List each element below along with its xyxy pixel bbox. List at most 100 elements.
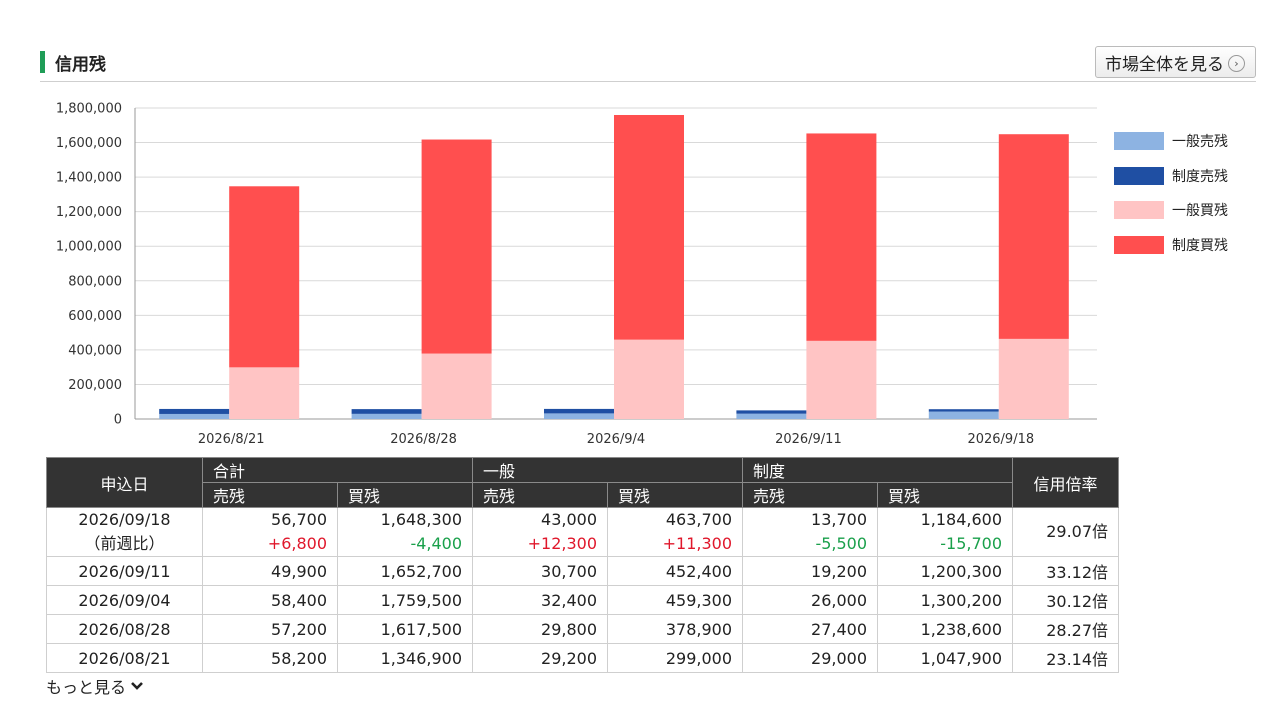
bar-制度売残 — [736, 410, 807, 414]
table-row: 2026/08/21 58,200 1,346,900 29,200 299,0… — [46, 643, 1120, 673]
header-system-sell: 売残 — [742, 482, 879, 508]
table-row: 2026/08/28 57,200 1,617,500 29,800 378,9… — [46, 614, 1120, 644]
cell-system-buy: 1,184,600 -15,700 — [877, 507, 1014, 557]
legend-swatch — [1114, 132, 1164, 151]
cell-ratio: 30.12倍 — [1012, 585, 1120, 615]
legend-swatch — [1114, 201, 1164, 220]
change: +11,300 — [662, 534, 733, 553]
bar-一般売残 — [736, 413, 807, 419]
cell-system-sell: 27,400 — [742, 614, 879, 644]
bar-制度売残 — [928, 409, 999, 412]
row-date: 2026/08/28 — [46, 614, 203, 644]
cell-system-sell: 29,000 — [742, 643, 879, 673]
cell-general-sell: 30,700 — [472, 556, 609, 586]
cell-system-buy: 1,300,200 — [877, 585, 1014, 615]
section-title: 信用残 — [55, 55, 106, 75]
legend-item: 一般買残 — [1114, 193, 1228, 228]
cell-general-buy: 299,000 — [607, 643, 744, 673]
section-header: 信用残 市場全体を見る › — [40, 46, 1256, 82]
row-date: 2026/08/21 — [46, 643, 203, 673]
y-tick-label: 0 — [114, 413, 122, 428]
table-header-row-2: 売残 買残 売残 買残 売残 買残 — [47, 482, 1119, 508]
bar-一般売残 — [544, 413, 614, 419]
header-total-buy: 買残 — [336, 482, 474, 508]
cell-total-sell: 56,700 +6,800 — [202, 507, 338, 557]
x-tick-label: 2026/8/21 — [198, 432, 265, 447]
cell-total-buy: 1,652,700 — [336, 556, 474, 586]
legend-label: 制度売残 — [1172, 168, 1228, 185]
chart-legend: 一般売残制度売残一般買残制度買残 — [1114, 124, 1228, 262]
y-tick-label: 400,000 — [68, 343, 122, 358]
legend-label: 一般売残 — [1172, 134, 1228, 151]
table-row-latest: 2026/09/18 （前週比） 56,700 +6,800 1,648,300… — [46, 507, 1120, 557]
change: -15,700 — [940, 534, 1003, 553]
change: -4,400 — [410, 534, 463, 553]
legend-swatch — [1114, 235, 1164, 254]
change: -5,500 — [815, 534, 868, 553]
header-general: 一般 — [472, 457, 744, 483]
cell-system-sell: 13,700 -5,500 — [742, 507, 879, 557]
header-total-sell: 売残 — [202, 482, 338, 508]
legend-swatch — [1114, 166, 1164, 185]
legend-item: 制度買残 — [1114, 228, 1228, 263]
cell-total-sell: 57,200 — [202, 614, 338, 644]
change: +6,800 — [267, 534, 327, 553]
bar-制度売残 — [544, 408, 614, 414]
value: 56,700 — [271, 510, 327, 529]
y-tick-label: 1,800,000 — [56, 102, 122, 117]
cell-general-sell: 43,000 +12,300 — [472, 507, 609, 557]
x-tick-label: 2026/9/11 — [775, 432, 842, 447]
cell-general-buy: 452,400 — [607, 556, 744, 586]
row-date-sub: （前週比） — [84, 534, 165, 553]
value: 1,648,300 — [380, 510, 463, 529]
cell-general-sell: 32,400 — [472, 585, 609, 615]
x-tick-label: 2026/9/4 — [587, 432, 645, 447]
legend-label: 制度買残 — [1172, 237, 1228, 254]
legend-item: 一般売残 — [1114, 124, 1228, 159]
cell-general-buy: 459,300 — [607, 585, 744, 615]
cell-system-sell: 19,200 — [742, 556, 879, 586]
cell-total-buy: 1,346,900 — [336, 643, 474, 673]
show-more-link[interactable]: もっと見る — [46, 674, 144, 698]
title-accent-bar — [40, 51, 45, 73]
row-date: 2026/09/11 — [46, 556, 203, 586]
bar-一般売残 — [159, 413, 230, 419]
value: 13,700 — [811, 510, 868, 529]
cell-system-sell: 26,000 — [742, 585, 879, 615]
legend-item: 制度売残 — [1114, 159, 1228, 194]
bar-一般買残 — [421, 353, 492, 419]
cell-ratio: 29.07倍 — [1012, 507, 1120, 557]
header-ratio: 信用倍率 — [1012, 457, 1120, 508]
cell-general-sell: 29,200 — [472, 643, 609, 673]
cell-total-sell: 58,200 — [202, 643, 338, 673]
bar-一般売残 — [351, 413, 422, 419]
cell-ratio: 33.12倍 — [1012, 556, 1120, 586]
margin-balance-table: 申込日 合計 一般 制度 信用倍率 売残 買残 売残 買残 売残 買残 2026… — [46, 457, 1120, 673]
table-row: 2026/09/04 58,400 1,759,500 32,400 459,3… — [46, 585, 1120, 615]
cell-general-buy: 378,900 — [607, 614, 744, 644]
cell-ratio: 28.27倍 — [1012, 614, 1120, 644]
header-system-buy: 買残 — [877, 482, 1014, 508]
row-date-cell: 2026/09/18 （前週比） — [46, 507, 203, 557]
cell-ratio: 23.14倍 — [1012, 643, 1120, 673]
market-overview-button-label: 市場全体を見る — [1105, 54, 1224, 75]
header-date: 申込日 — [46, 457, 203, 508]
cell-total-sell: 49,900 — [202, 556, 338, 586]
header-general-buy: 買残 — [607, 482, 744, 508]
header-system: 制度 — [742, 457, 1014, 483]
show-more-label: もっと見る — [46, 678, 127, 697]
value: 43,000 — [541, 510, 598, 529]
value: 463,700 — [665, 510, 733, 529]
market-overview-button[interactable]: 市場全体を見る › — [1095, 46, 1256, 78]
chevron-right-icon: › — [1228, 54, 1245, 72]
cell-general-buy: 463,700 +11,300 — [607, 507, 744, 557]
cell-total-sell: 58,400 — [202, 585, 338, 615]
y-tick-label: 600,000 — [68, 309, 122, 324]
cell-system-buy: 1,200,300 — [877, 556, 1014, 586]
cell-system-buy: 1,238,600 — [877, 614, 1014, 644]
value: 1,184,600 — [920, 510, 1003, 529]
margin-balance-chart: 1,800,000 1,600,000 1,400,000 1,200,000 1,00… — [56, 102, 1097, 447]
bar-制度売残 — [351, 409, 422, 414]
header-general-sell: 売残 — [472, 482, 609, 508]
cell-total-buy: 1,617,500 — [336, 614, 474, 644]
